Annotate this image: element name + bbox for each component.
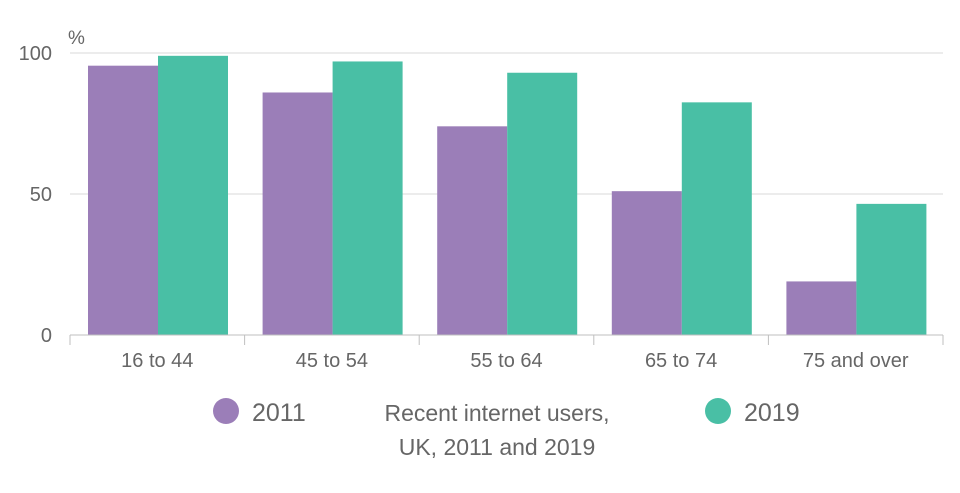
x-tick-label: 75 and over (803, 350, 909, 372)
bar-2019-55-to-64 (507, 72, 578, 336)
y-axis-tick-labels: 0 50 100 (19, 43, 52, 347)
bar-2019-75-and-over (856, 203, 927, 335)
bar-2011-75-and-over (786, 281, 857, 335)
legend-marker-2011 (213, 398, 239, 424)
x-tick-label: 45 to 54 (296, 350, 368, 372)
legend: 2011 2019 (213, 398, 800, 427)
x-tick-label: 65 to 74 (645, 350, 717, 372)
legend-label-2019: 2019 (744, 399, 800, 427)
bar-2011-45-to-54 (262, 92, 333, 335)
y-axis-unit-label: % (68, 28, 85, 49)
bar-2011-16-to-44 (88, 65, 158, 335)
x-tick-label: 55 to 64 (470, 350, 542, 372)
y-tick-label-100: 100 (19, 43, 52, 65)
x-tick-label: 16 to 44 (121, 350, 193, 372)
bar-2019-45-to-54 (332, 61, 403, 336)
bar-2019-16-to-44 (158, 55, 228, 335)
bar-2011-65-to-74 (611, 191, 682, 335)
bar-2019-65-to-74 (681, 102, 752, 335)
legend-label-2011: 2011 (252, 399, 306, 427)
bars (88, 55, 927, 336)
legend-marker-2019 (705, 398, 731, 424)
bar-2011-55-to-64 (437, 126, 508, 335)
chart-caption: Recent internet users, UK, 2011 and 2019 (384, 400, 609, 460)
caption-line-1: Recent internet users, (384, 400, 609, 426)
y-tick-label-0: 0 (41, 325, 52, 347)
x-axis: 16 to 44 45 to 54 55 to 64 65 to 74 75 and o… (69, 334, 944, 372)
y-tick-label-50: 50 (30, 184, 52, 206)
caption-line-2: UK, 2011 and 2019 (399, 434, 596, 460)
